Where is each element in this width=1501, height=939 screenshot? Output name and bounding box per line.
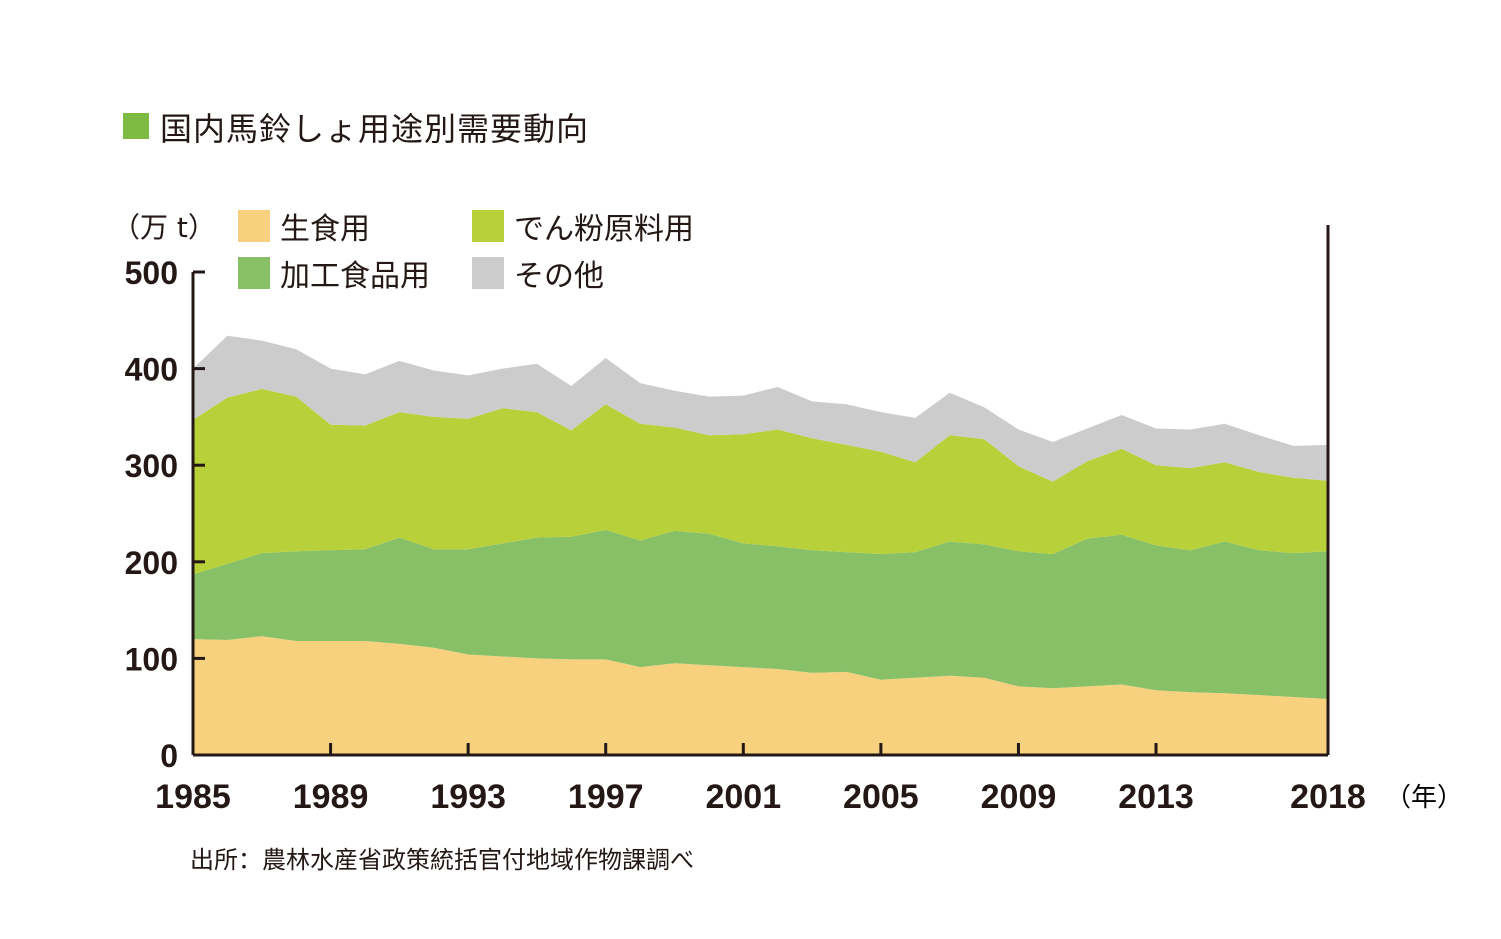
area-series-group xyxy=(193,335,1328,755)
x-tick-label: 2005 xyxy=(843,778,919,816)
x-tick-label: 2009 xyxy=(981,778,1057,816)
y-tick-label: 200 xyxy=(125,545,178,581)
y-tick-label: 400 xyxy=(125,352,178,388)
x-axis-unit: （年） xyxy=(1385,783,1463,813)
x-tick-label: 2018 xyxy=(1290,778,1366,816)
legend-label: 加工食品用 xyxy=(280,259,430,294)
x-tick-label: 2001 xyxy=(705,778,781,816)
x-tick-label: 1997 xyxy=(568,778,644,816)
y-tick-label: 100 xyxy=(125,641,178,677)
legend-label: 生食用 xyxy=(280,212,370,247)
area-series-0 xyxy=(193,636,1328,755)
area-series-3 xyxy=(193,335,1328,482)
title-marker-icon xyxy=(123,113,149,139)
chart-title: 国内馬鈴しょ用途別需要動向 xyxy=(160,110,590,148)
x-tick-label: 1993 xyxy=(430,778,506,816)
axes xyxy=(191,225,1330,757)
legend-item-fresh: 生食用 xyxy=(238,206,370,247)
y-axis-ticks: 0 100 200 300 400 500 xyxy=(125,255,205,774)
x-tick-label: 1985 xyxy=(155,778,231,816)
legend-swatch xyxy=(472,257,504,289)
legend-item-starch: でん粉原料用 xyxy=(472,206,694,247)
x-tick-label: 2013 xyxy=(1118,778,1194,816)
area-series-2 xyxy=(193,388,1328,575)
legend-swatch xyxy=(472,210,504,242)
y-tick-label: 300 xyxy=(125,448,178,484)
y-axis-unit: （万 t） xyxy=(112,211,216,244)
source-note: 出所：農林水産省政策統括官付地域作物課調べ xyxy=(190,846,694,874)
area-series-1 xyxy=(193,529,1328,699)
y-tick-label: 500 xyxy=(125,255,178,291)
y-tick-label: 0 xyxy=(160,738,178,774)
x-tick-label: 1989 xyxy=(293,778,369,816)
legend-item-processed: 加工食品用 xyxy=(238,253,430,294)
legend-item-other: その他 xyxy=(472,253,604,294)
legend-swatch xyxy=(238,257,270,289)
legend-label: でん粉原料用 xyxy=(514,212,694,247)
legend-swatch xyxy=(238,210,270,242)
legend-label: その他 xyxy=(514,259,604,294)
x-axis-ticks: 1985 1989 1993 1997 2001 2005 2009 2013 2018 xyxy=(155,743,1366,816)
